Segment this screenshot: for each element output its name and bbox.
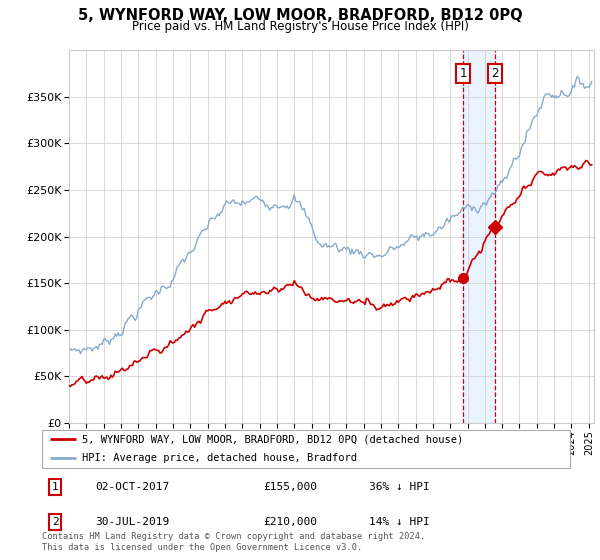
Text: 14% ↓ HPI: 14% ↓ HPI <box>370 517 430 527</box>
Bar <box>463 50 495 423</box>
Text: 1: 1 <box>460 67 467 80</box>
Text: 5, WYNFORD WAY, LOW MOOR, BRADFORD, BD12 0PQ (detached house): 5, WYNFORD WAY, LOW MOOR, BRADFORD, BD12… <box>82 434 463 444</box>
Text: 5, WYNFORD WAY, LOW MOOR, BRADFORD, BD12 0PQ: 5, WYNFORD WAY, LOW MOOR, BRADFORD, BD12… <box>77 8 523 24</box>
FancyBboxPatch shape <box>42 430 570 468</box>
Text: Contains HM Land Registry data © Crown copyright and database right 2024.
This d: Contains HM Land Registry data © Crown c… <box>42 532 425 552</box>
Text: £155,000: £155,000 <box>264 482 318 492</box>
Text: 2: 2 <box>491 67 499 80</box>
Text: 30-JUL-2019: 30-JUL-2019 <box>95 517 169 527</box>
Text: 02-OCT-2017: 02-OCT-2017 <box>95 482 169 492</box>
Text: 1: 1 <box>52 482 59 492</box>
Text: HPI: Average price, detached house, Bradford: HPI: Average price, detached house, Brad… <box>82 453 356 463</box>
Text: £210,000: £210,000 <box>264 517 318 527</box>
Text: 2: 2 <box>52 517 59 527</box>
Text: Price paid vs. HM Land Registry's House Price Index (HPI): Price paid vs. HM Land Registry's House … <box>131 20 469 32</box>
Text: 36% ↓ HPI: 36% ↓ HPI <box>370 482 430 492</box>
